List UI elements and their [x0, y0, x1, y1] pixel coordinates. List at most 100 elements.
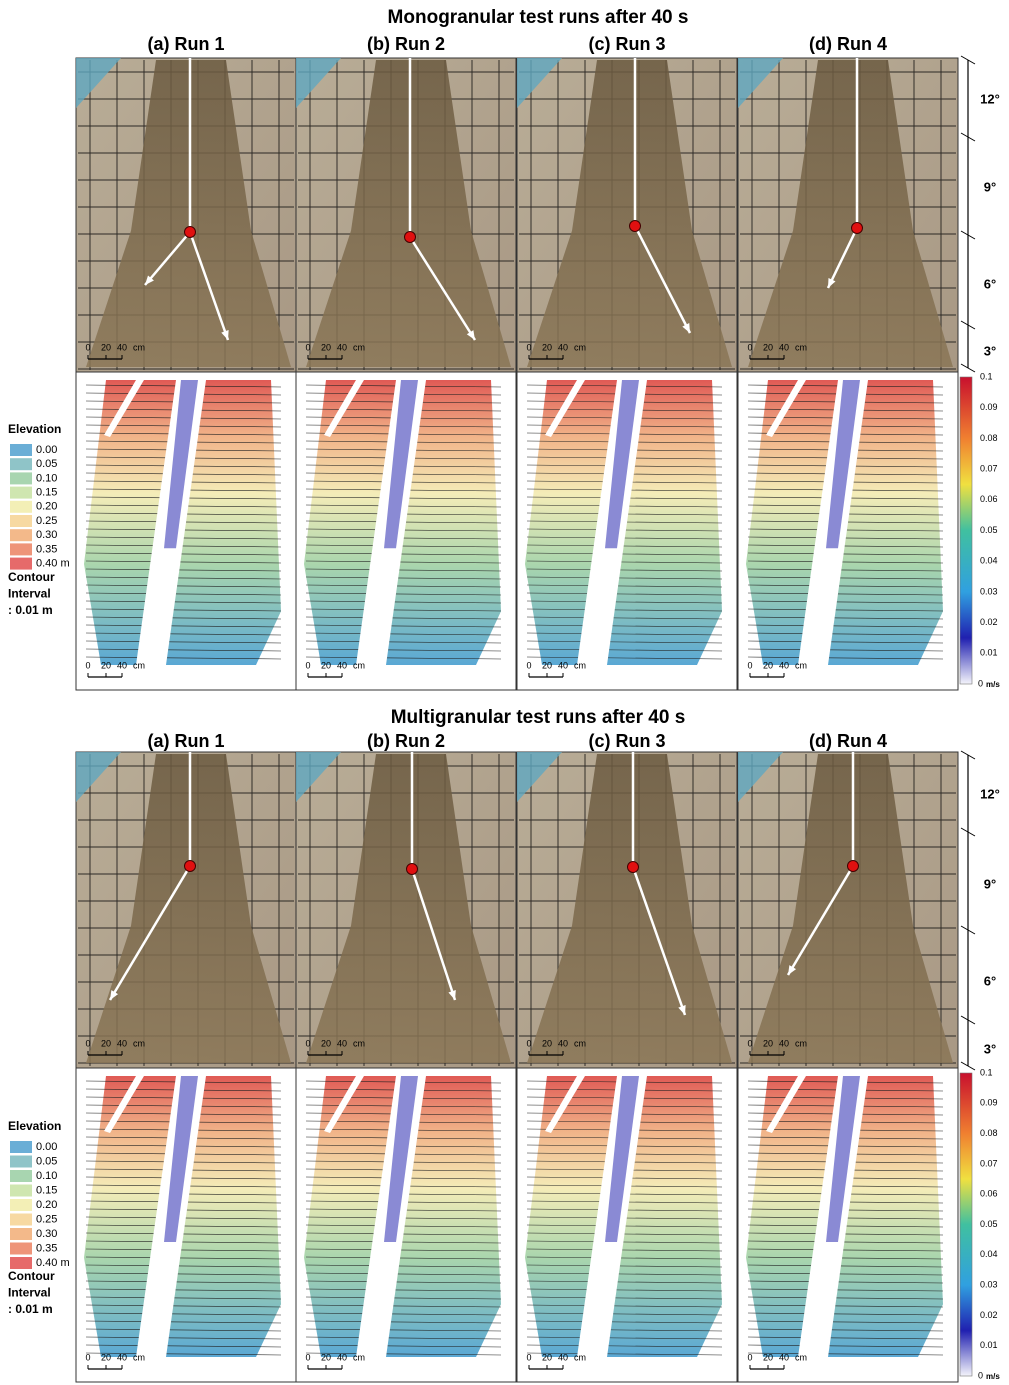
colorbar-tick: 0.07: [980, 1158, 998, 1168]
legend-swatch: [10, 1257, 32, 1269]
scale-label: 0: [305, 660, 310, 670]
colorbar-unit: m/s: [986, 680, 1000, 689]
scale-label: 20: [763, 1038, 773, 1048]
scale-label: 20: [321, 1352, 331, 1362]
colorbar-tick: 0.08: [980, 433, 998, 443]
colorbar-tick: 0.05: [980, 525, 998, 535]
panel-label: (a) Run 1: [147, 731, 224, 751]
colorbar-tick: 0.1: [980, 371, 993, 381]
colorbar-tick: 0.02: [980, 617, 998, 627]
legend-swatch: [10, 1141, 32, 1153]
scale-label: 20: [542, 342, 552, 352]
scale-label: cm: [133, 1038, 145, 1048]
panel-label: (d) Run 4: [809, 34, 887, 54]
scale-label: 0: [85, 660, 90, 670]
colorbar-tick: 0.06: [980, 1189, 998, 1199]
scale-label: 40: [558, 660, 568, 670]
scale-label: 40: [558, 342, 568, 352]
colorbar-tick: 0.09: [980, 1098, 998, 1108]
scale-label: cm: [795, 1352, 807, 1362]
scale-label: 20: [763, 660, 773, 670]
scale-label: 40: [117, 660, 127, 670]
colorbar-tick: 0.04: [980, 1249, 998, 1259]
legend-swatch: [10, 472, 32, 484]
slope-label: 6°: [984, 973, 996, 988]
legend-swatch: [10, 1185, 32, 1197]
legend-swatch: [10, 1243, 32, 1255]
scale-label: 20: [321, 660, 331, 670]
legend-swatch: [10, 1199, 32, 1211]
legend-label: 0.05: [36, 1155, 57, 1167]
slope-label: 3°: [984, 1041, 996, 1056]
colorbar-tick: 0.07: [980, 463, 998, 473]
colorbar-tick: 0.1: [980, 1067, 993, 1077]
slope-label: 9°: [984, 876, 996, 891]
legend-swatch: [10, 515, 32, 527]
legend-label: 0.30: [36, 529, 57, 541]
legend-swatch: [10, 501, 32, 513]
legend-label: 0.20: [36, 501, 57, 513]
scale-label: 20: [542, 1038, 552, 1048]
section-title: Monogranular test runs after 40 s: [388, 7, 689, 28]
legend-label: 0.20: [36, 1199, 57, 1211]
scale-label: 20: [321, 1038, 331, 1048]
legend-swatch: [10, 1170, 32, 1182]
colorbar-tick: 0.01: [980, 648, 998, 658]
scale-label: 40: [117, 342, 127, 352]
legend-label: 0.40 m: [36, 558, 70, 570]
scale-label: 20: [321, 342, 331, 352]
scale-label: cm: [574, 660, 586, 670]
legend-swatch: [10, 529, 32, 541]
origin-dot: [852, 223, 863, 234]
contour-note: Interval: [8, 1286, 51, 1300]
origin-dot: [185, 861, 196, 872]
legend-swatch: [10, 458, 32, 470]
scale-label: 0: [747, 1352, 752, 1362]
scale-label: cm: [353, 660, 365, 670]
scale-label: 40: [117, 1352, 127, 1362]
panel-label: (b) Run 2: [367, 731, 445, 751]
colorbar-tick: 0.03: [980, 1279, 998, 1289]
legend-label: 0.40 m: [36, 1257, 70, 1269]
scale-label: 0: [305, 1352, 310, 1362]
scale-label: 40: [779, 1038, 789, 1048]
scale-label: 20: [101, 660, 111, 670]
scale-label: 0: [305, 1038, 310, 1048]
scale-label: cm: [353, 1352, 365, 1362]
colorbar-tick: 0: [978, 1370, 983, 1380]
scale-label: cm: [574, 1352, 586, 1362]
legend-swatch: [10, 1228, 32, 1240]
slope-label: 3°: [984, 343, 996, 358]
scale-label: 20: [101, 1352, 111, 1362]
scale-label: 0: [85, 1038, 90, 1048]
legend-swatch: [10, 543, 32, 555]
slope-label: 9°: [984, 179, 996, 194]
legend-swatch: [10, 487, 32, 499]
legend-label: 0.35: [36, 543, 57, 555]
colorbar-tick: 0.08: [980, 1128, 998, 1138]
scale-label: cm: [133, 342, 145, 352]
scale-label: cm: [133, 660, 145, 670]
contour-note: : 0.01 m: [8, 603, 53, 617]
scale-label: 0: [526, 1038, 531, 1048]
scale-label: 0: [526, 660, 531, 670]
origin-dot: [185, 227, 196, 238]
legend-label: 0.35: [36, 1242, 57, 1254]
legend-label: 0.15: [36, 1184, 57, 1196]
contour-note: Interval: [8, 587, 51, 601]
slope-label: 12°: [980, 91, 1000, 106]
scale-label: cm: [795, 1038, 807, 1048]
scale-label: 0: [305, 342, 310, 352]
scale-label: 0: [85, 342, 90, 352]
colorbar-tick: 0: [978, 678, 983, 688]
legend-title: Elevation: [8, 422, 61, 436]
colorbar-tick: 0.03: [980, 586, 998, 596]
legend-swatch: [10, 1214, 32, 1226]
scale-label: 40: [337, 1038, 347, 1048]
legend-title: Elevation: [8, 1119, 61, 1133]
scale-label: 40: [117, 1038, 127, 1048]
scale-label: 40: [337, 660, 347, 670]
scale-label: cm: [795, 342, 807, 352]
legend-label: 0.30: [36, 1228, 57, 1240]
scale-label: 0: [747, 660, 752, 670]
